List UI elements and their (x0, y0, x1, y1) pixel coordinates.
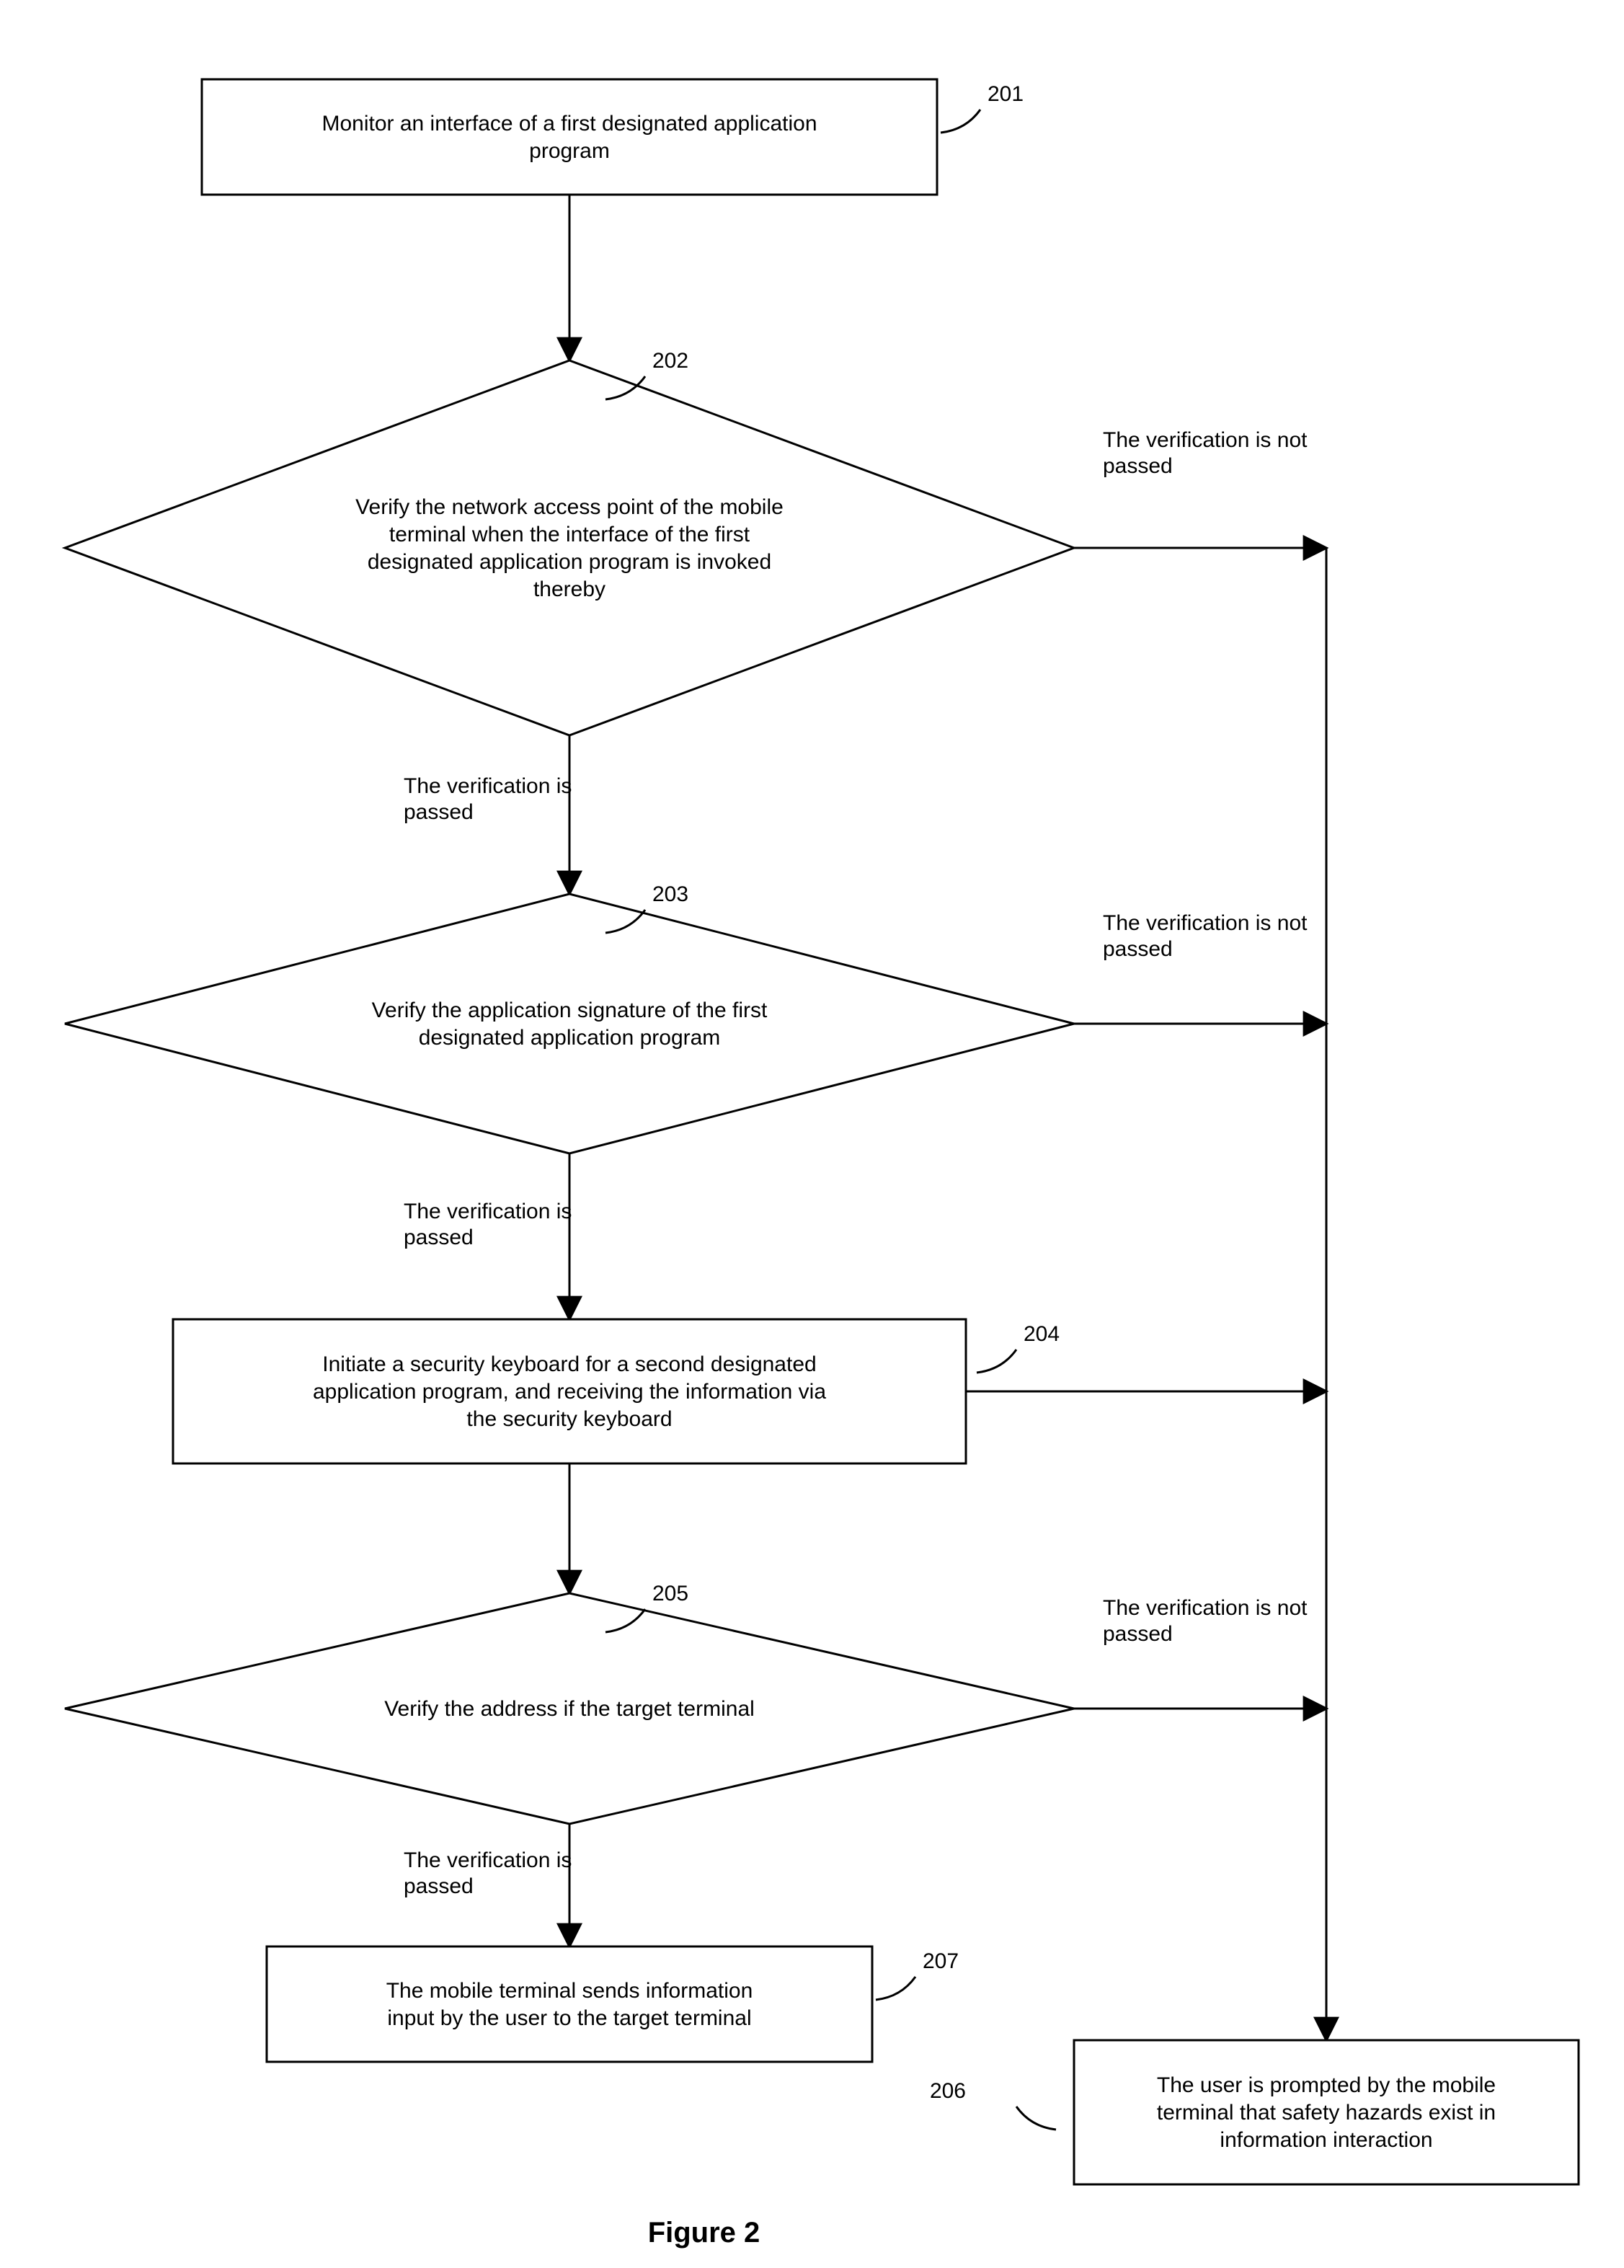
ref-number: 202 (652, 349, 688, 373)
node-204: Initiate a security keyboard for a secon… (173, 1319, 966, 1463)
node-207: The mobile terminal sends informationinp… (267, 1946, 872, 2062)
ref-number: 201 (988, 82, 1024, 106)
edge-label: The verification ispassed (404, 1200, 572, 1249)
figure-label: Figure 2 (648, 2217, 760, 2249)
ref-number: 203 (652, 882, 688, 906)
node-text: Verify the address if the target termina… (384, 1697, 755, 1721)
ref-number: 205 (652, 1582, 688, 1605)
node-206: The user is prompted by the mobiletermin… (1074, 2040, 1579, 2184)
node-205: Verify the address if the target termina… (65, 1593, 1074, 1824)
edge-label: The verification ispassed (404, 774, 572, 824)
edge-label: The verification is notpassed (1103, 1596, 1308, 1646)
ref-leader-201: 201 (941, 82, 1024, 133)
edge-label: The verification ispassed (404, 1848, 572, 1898)
node-201: Monitor an interface of a first designat… (202, 79, 937, 195)
node-203: Verify the application signature of the … (65, 894, 1074, 1153)
ref-number: 207 (923, 1949, 959, 1973)
ref-leader-207: 207 (876, 1949, 959, 2000)
node-202: Verify the network access point of the m… (65, 360, 1074, 735)
ref-number: 206 (930, 2079, 966, 2103)
ref-leader-204: 204 (977, 1322, 1060, 1373)
ref-number: 204 (1024, 1322, 1060, 1346)
edge-label: The verification is notpassed (1103, 911, 1308, 961)
edge-label: The verification is notpassed (1103, 428, 1308, 478)
ref-leader-206: 206 (930, 2079, 1056, 2130)
